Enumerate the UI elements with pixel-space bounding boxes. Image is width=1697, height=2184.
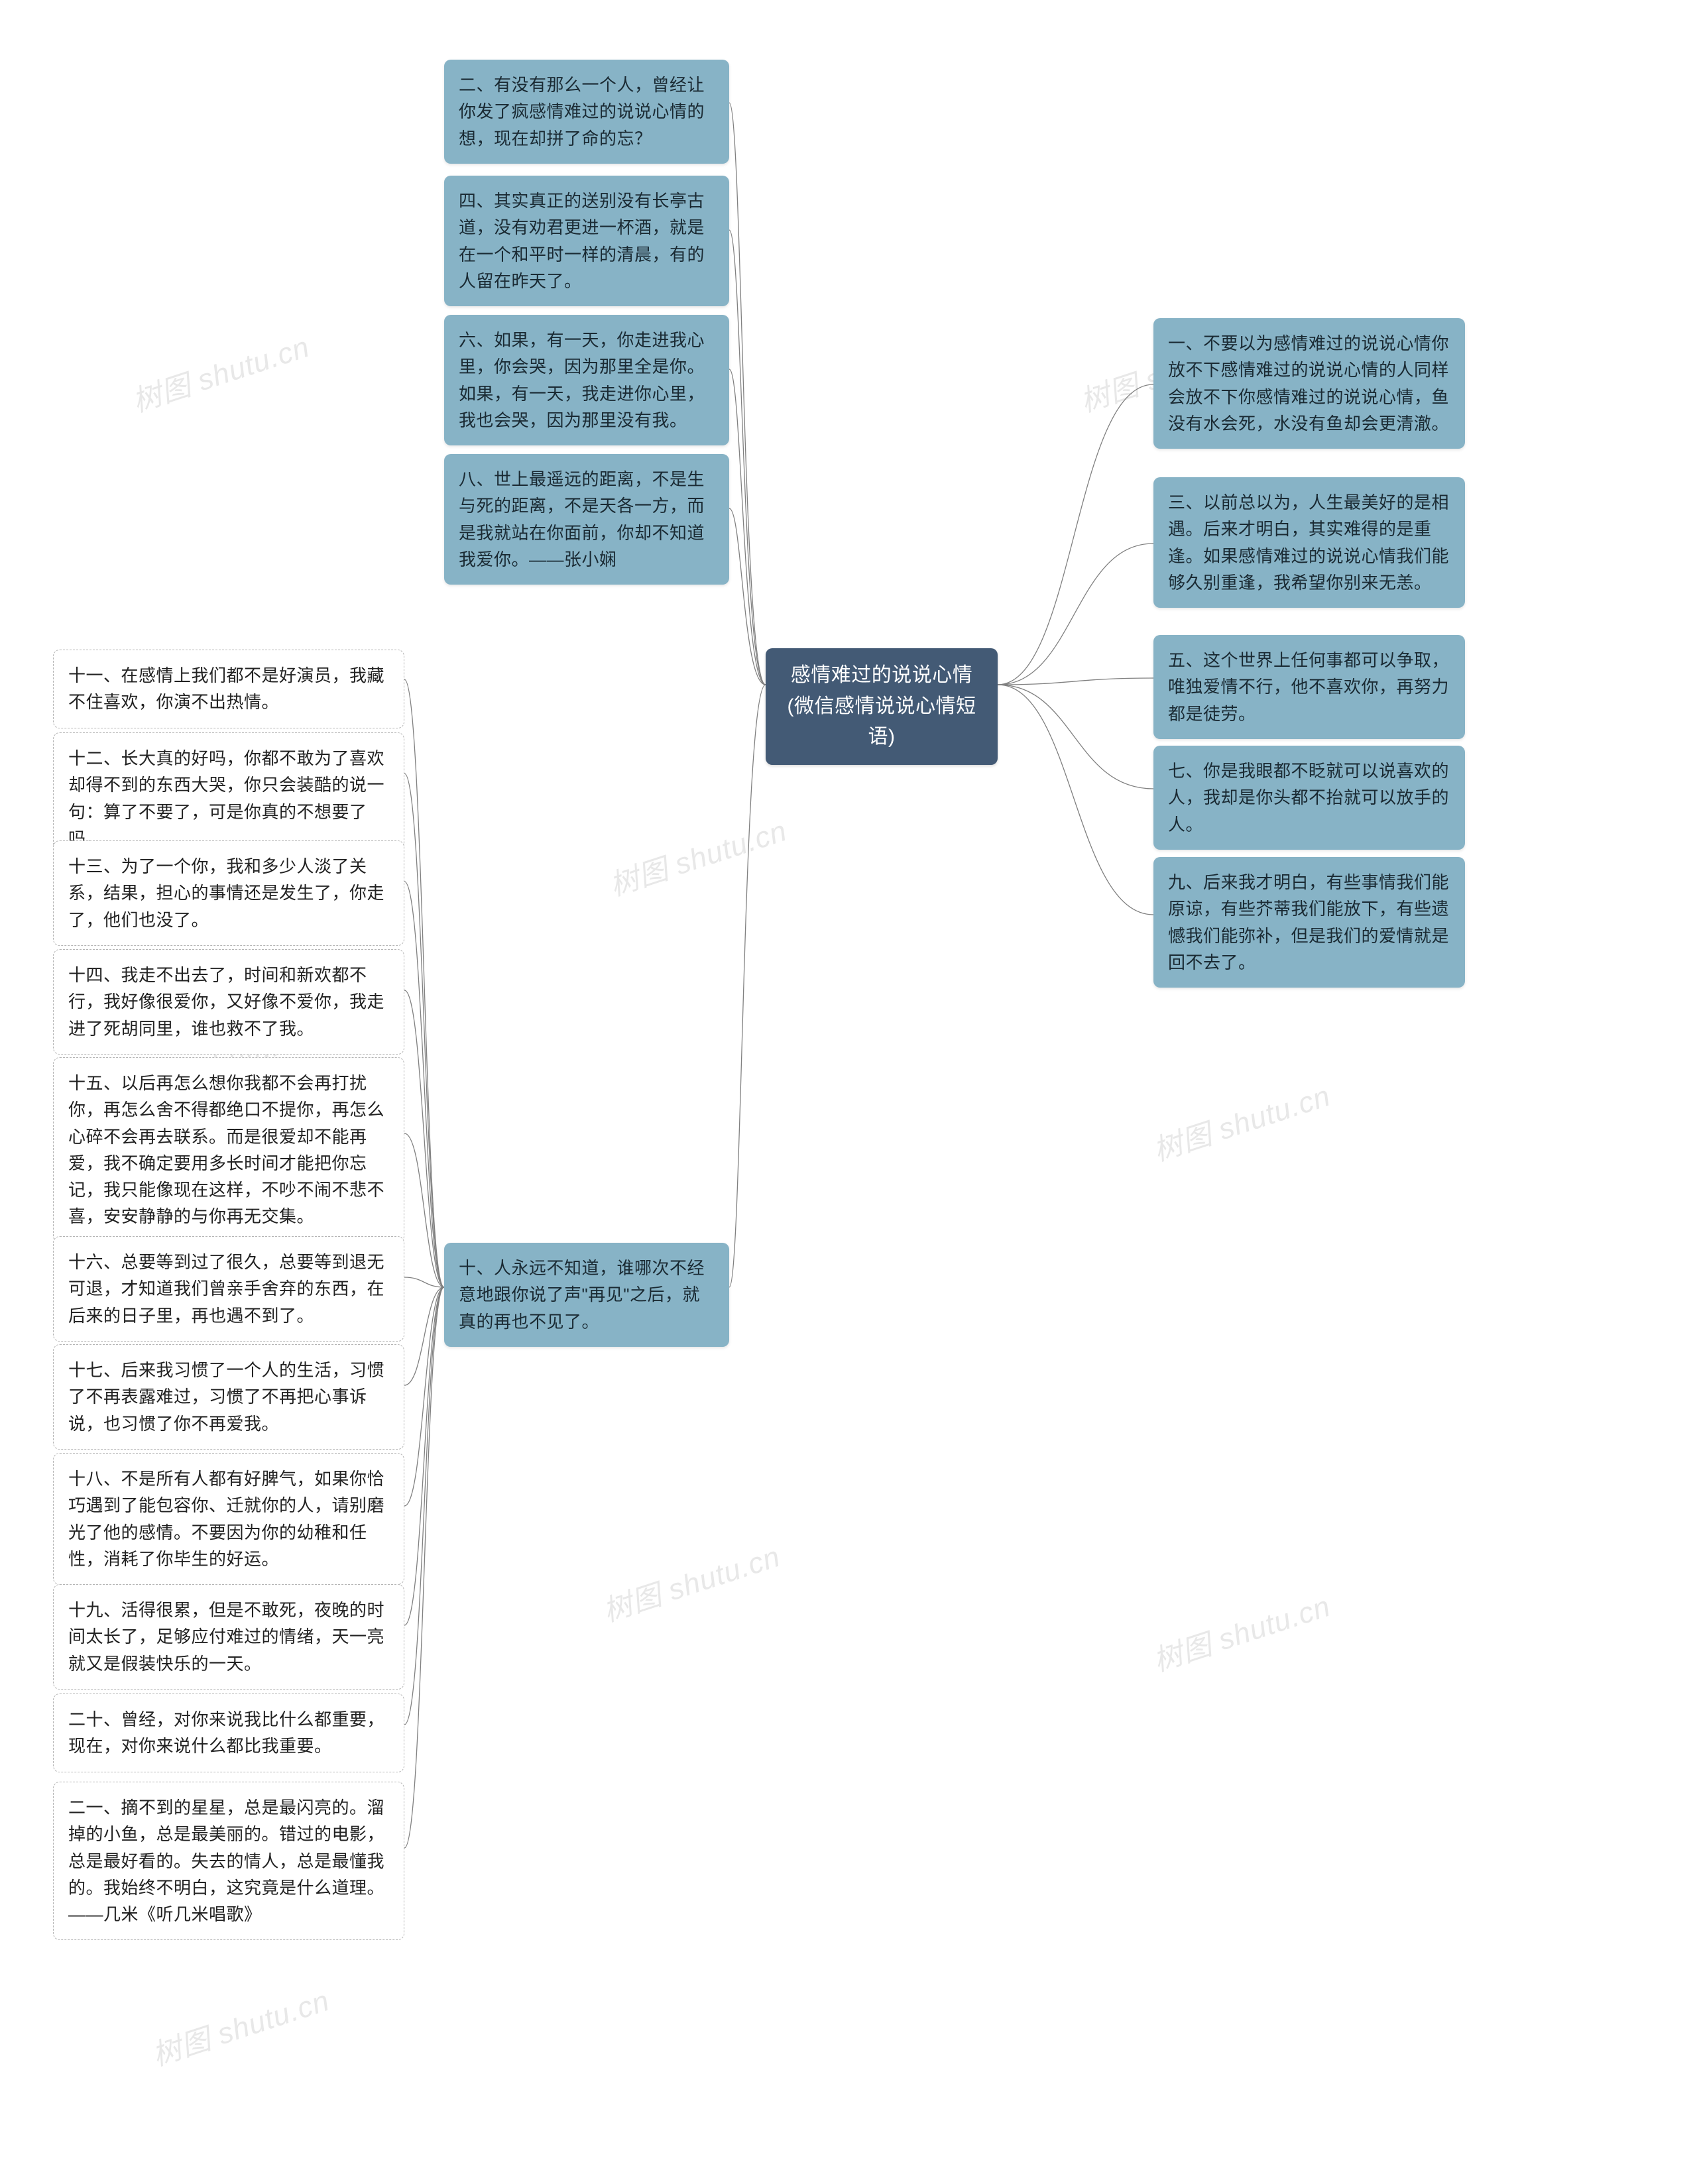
branch-node-5[interactable]: 五、这个世界上任何事都可以争取，唯独爱情不行，他不喜欢你，再努力都是徒劳。: [1153, 635, 1465, 739]
branch-node-3[interactable]: 三、以前总以为，人生最美好的是相遇。后来才明白，其实难得的是重逢。如果感情难过的…: [1153, 477, 1465, 608]
leaf-node-15[interactable]: 十五、以后再怎么想你我都不会再打扰你，再怎么舍不得都绝口不提你，再怎么心碎不会再…: [53, 1057, 404, 1243]
branch-node-10[interactable]: 十、人永远不知道，谁哪次不经意地跟你说了声"再见"之后，就真的再也不见了。: [444, 1243, 729, 1347]
branch-node-9[interactable]: 九、后来我才明白，有些事情我们能原谅，有些芥蒂我们能放下，有些遗憾我们能弥补，但…: [1153, 857, 1465, 988]
branch-node-1[interactable]: 一、不要以为感情难过的说说心情你放不下感情难过的说说心情的人同样会放不下你感情难…: [1153, 318, 1465, 449]
leaf-node-11[interactable]: 十一、在感情上我们都不是好演员，我藏不住喜欢，你演不出热情。: [53, 650, 404, 728]
watermark: 树图 shutu.cn: [603, 807, 791, 904]
branch-node-2[interactable]: 二、有没有那么一个人，曾经让你发了疯感情难过的说说心情的想，现在却拼了命的忘？: [444, 60, 729, 164]
leaf-node-13[interactable]: 十三、为了一个你，我和多少人淡了关系，结果，担心的事情还是发生了，你走了，他们也…: [53, 840, 404, 946]
watermark: 树图 shutu.cn: [146, 1977, 334, 2074]
leaf-node-16[interactable]: 十六、总要等到过了很久，总要等到退无可退，才知道我们曾亲手舍弃的东西，在后来的日…: [53, 1236, 404, 1342]
mindmap-canvas: 树图 shutu.cn 树图 shutu.cn 树图 shutu.cn 树图 s…: [0, 0, 1697, 2184]
leaf-node-20[interactable]: 二十、曾经，对你来说我比什么都重要，现在，对你来说什么都比我重要。: [53, 1694, 404, 1772]
branch-node-6[interactable]: 六、如果，有一天，你走进我心里，你会哭，因为那里全是你。如果，有一天，我走进你心…: [444, 315, 729, 445]
leaf-node-17[interactable]: 十七、后来我习惯了一个人的生活，习惯了不再表露难过，习惯了不再把心事诉说，也习惯…: [53, 1344, 404, 1450]
root-node[interactable]: 感情难过的说说心情(微信感情说说心情短语): [766, 648, 998, 765]
watermark: 树图 shutu.cn: [126, 323, 314, 420]
branch-node-7[interactable]: 七、你是我眼都不眨就可以说喜欢的人，我却是你头都不抬就可以放手的人。: [1153, 746, 1465, 850]
branch-node-8[interactable]: 八、世上最遥远的距离，不是生与死的距离，不是天各一方，而是我就站在你面前，你却不…: [444, 454, 729, 585]
branch-node-4[interactable]: 四、其实真正的送别没有长亭古道，没有劝君更进一杯酒，就是在一个和平时一样的清晨，…: [444, 176, 729, 306]
leaf-node-18[interactable]: 十八、不是所有人都有好脾气，如果你恰巧遇到了能包容你、迁就你的人，请别磨光了他的…: [53, 1453, 404, 1585]
leaf-node-14[interactable]: 十四、我走不出去了，时间和新欢都不行，我好像很爱你，又好像不爱你，我走进了死胡同…: [53, 949, 404, 1055]
watermark: 树图 shutu.cn: [597, 1532, 785, 1630]
watermark: 树图 shutu.cn: [1147, 1582, 1335, 1680]
leaf-node-21[interactable]: 二一、摘不到的星星，总是最闪亮的。溜掉的小鱼，总是最美丽的。错过的电影，总是最好…: [53, 1782, 404, 1940]
leaf-node-19[interactable]: 十九、活得很累，但是不敢死，夜晚的时间太长了，足够应付难过的情绪，天一亮就又是假…: [53, 1584, 404, 1690]
watermark: 树图 shutu.cn: [1147, 1072, 1335, 1169]
